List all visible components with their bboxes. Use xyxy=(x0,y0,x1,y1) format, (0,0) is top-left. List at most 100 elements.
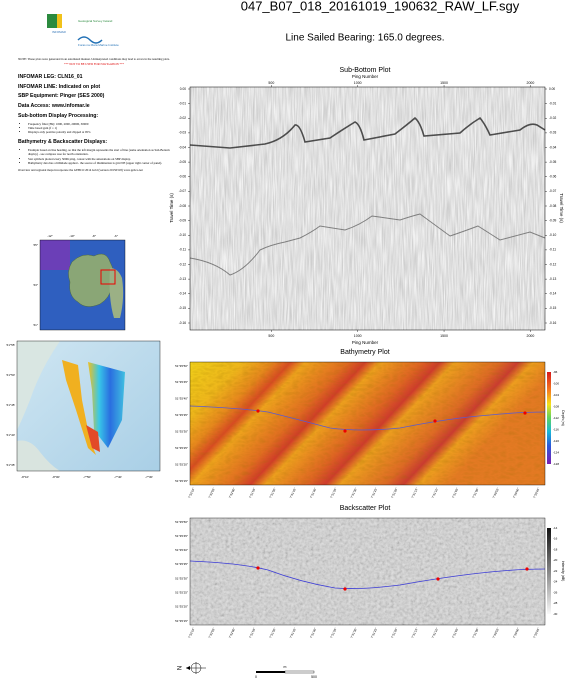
bb-bullets: Example based on line heading, so that t… xyxy=(18,148,170,165)
lat-label: 51°35' xyxy=(7,463,16,467)
lat-label: 51°55' xyxy=(7,343,16,347)
lon-label: 7°51'30" xyxy=(350,487,358,499)
lat-label: 51°35'45" xyxy=(175,380,188,384)
track-line xyxy=(189,560,546,589)
lat-label: 51°35'20" xyxy=(175,462,188,466)
colorbar-tick-label: -20 xyxy=(553,558,558,562)
scale-unit: m xyxy=(284,665,287,669)
y-tick-label: -0.13 xyxy=(179,277,186,281)
lon-label: -8° xyxy=(92,234,97,238)
x-tick-label: 1500 xyxy=(440,81,448,85)
sbp-image xyxy=(190,87,545,330)
logo-mark xyxy=(57,14,62,28)
bullet: Displays only positive polarity and clip… xyxy=(28,130,170,134)
lon-label: -8°00' xyxy=(52,475,60,479)
map-extent xyxy=(100,269,116,285)
seabed-reflector xyxy=(189,116,546,149)
x-tick-label: 500 xyxy=(268,81,274,85)
lon-label: 7°51'40" xyxy=(309,487,317,499)
page-title: 047_B07_018_20161019_190632_RAW_LF.sgy xyxy=(241,0,520,13)
lon-label: 7°51'20" xyxy=(390,627,398,639)
info-line: INFOMAR LEG: CLN16_01 xyxy=(18,74,83,80)
colorbar xyxy=(547,372,551,464)
y-tick-label: -0.08 xyxy=(179,204,186,208)
y-tick-label: -0.06 xyxy=(549,175,556,179)
ping-marker xyxy=(256,409,260,413)
ping-markers xyxy=(256,566,529,591)
colorbar-tick-label: -28 xyxy=(553,601,558,605)
colorbar-tick-label: -124 xyxy=(553,450,559,454)
lat-label: 51°35'50" xyxy=(175,520,188,524)
lat-label: 51°50' xyxy=(7,373,16,377)
scale-label: 0 xyxy=(255,675,257,679)
y-tick-label: -0.10 xyxy=(179,233,186,237)
y-axis-label: Travel Time (s) xyxy=(559,193,564,223)
footnote: Overview and regional maps incorporate t… xyxy=(18,167,143,172)
x-tick-label: 2000 xyxy=(527,81,535,85)
lon-label: 7°51'00" xyxy=(471,487,479,499)
lon-label: -8°10' xyxy=(21,475,29,479)
info-line: SBP Equipment: Pinger (SES 2000) xyxy=(18,93,105,100)
y-tick-label: -0.04 xyxy=(179,145,186,149)
bullet: Time based gain (f = 1) xyxy=(28,126,170,130)
lon-label: 7°50'55" xyxy=(492,487,500,499)
y-tick-label: -0.09 xyxy=(549,218,556,222)
colorbar-tick-label: -104 xyxy=(553,393,559,397)
lon-label: -6° xyxy=(114,234,119,238)
backscatter-image xyxy=(190,518,545,625)
bullet: Example based on line heading, so that t… xyxy=(28,148,170,156)
sbp-frame xyxy=(189,86,546,331)
colorbar-tick-label: -100 xyxy=(553,381,559,385)
x-tick-label: 500 xyxy=(268,334,274,338)
lat-label: 51°35'25" xyxy=(175,591,188,595)
colorbar-tick-label: -14 xyxy=(553,526,558,530)
y-tick-label: -0.16 xyxy=(549,321,556,325)
info-panel: INFOMAR LEG: CLN16_01 INFOMAR LINE: Indi… xyxy=(18,74,170,173)
map-frame xyxy=(39,239,126,331)
lon-label: 7°51'10" xyxy=(431,627,439,639)
lon-label: 7°51'25" xyxy=(370,627,378,639)
y-tick-label: -0.12 xyxy=(179,262,186,266)
map-deep xyxy=(40,240,70,270)
x-tick-label: 2000 xyxy=(527,334,535,338)
colorbar-tick-label: -26 xyxy=(553,590,558,594)
backscatter-frame xyxy=(189,517,546,626)
colorbar-label: Depth (m) xyxy=(561,410,565,426)
lon-label: 7°52'05" xyxy=(208,487,216,499)
lon-label: 7°51'50" xyxy=(268,487,276,499)
y-tick-label: -0.03 xyxy=(179,131,186,135)
ping-marker xyxy=(343,429,347,433)
lat-label: 51°35'35" xyxy=(175,562,188,566)
compass xyxy=(186,666,190,670)
lon-label: 7°51'25" xyxy=(370,487,378,499)
lat-label: 51°35'45" xyxy=(175,534,188,538)
y-tick-label: -0.01 xyxy=(549,101,556,105)
lon-label: 7°51'35" xyxy=(329,487,337,499)
lat-label: 51°35'40" xyxy=(175,397,188,401)
x-axis-label: Ping Number xyxy=(352,74,379,79)
y-tick-label: -0.10 xyxy=(549,233,556,237)
lat-label: 55° xyxy=(33,243,38,247)
lon-label: 7°51'40" xyxy=(309,627,317,639)
y-tick-label: -0.03 xyxy=(549,131,556,135)
bathymetry-hillshade xyxy=(190,362,545,485)
lat-label: 51° xyxy=(33,323,38,327)
lon-label: 7°51'45" xyxy=(289,627,297,639)
lon-label: 7°51'55" xyxy=(248,487,256,499)
y-tick-label: -0.04 xyxy=(549,145,556,149)
colorbar-label: Intensity (dB) xyxy=(561,561,565,582)
y-tick-label: -0.08 xyxy=(549,204,556,208)
scale-bar: m 0 500 xyxy=(255,665,317,679)
info-line: Data Access: www.infomar.ie xyxy=(18,102,90,109)
lon-label: 7°52'10" xyxy=(187,627,195,639)
lat-label: 51°35'30" xyxy=(175,430,188,434)
logo-mark xyxy=(47,14,57,28)
ping-marker xyxy=(433,419,437,423)
lon-label: -10° xyxy=(69,234,75,238)
track-line xyxy=(189,405,546,431)
logo-text: INFOMAR xyxy=(52,30,67,34)
y-tick-label: -0.05 xyxy=(549,160,556,164)
lat-label: 51°35'20" xyxy=(175,605,188,609)
map-land xyxy=(109,268,124,318)
